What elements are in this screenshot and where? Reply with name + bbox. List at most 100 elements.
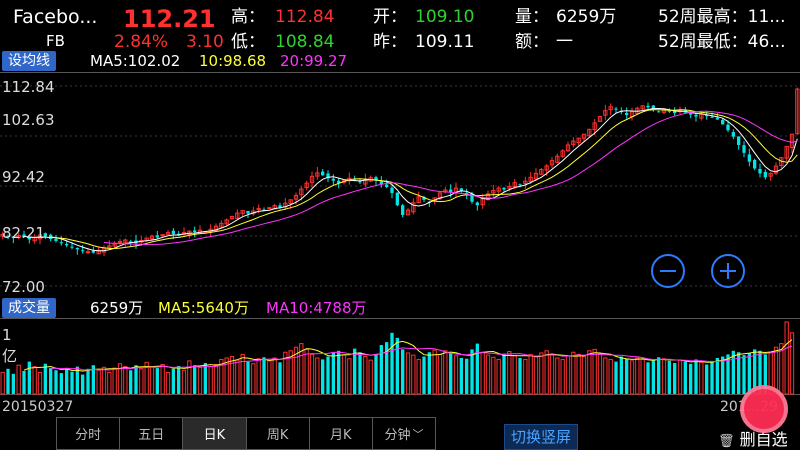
volume-bar (59, 373, 63, 394)
volume-bar (267, 360, 272, 395)
candle-body (395, 192, 399, 206)
change-amount: 3.10 (186, 32, 224, 52)
volume-bar (37, 371, 43, 395)
volume-bar (134, 365, 138, 394)
volume-bar (646, 362, 650, 394)
volume-bar (539, 352, 544, 395)
volume-bar (443, 350, 448, 395)
volume-bar (86, 368, 90, 394)
volume-bar (256, 358, 261, 395)
set-ma-button[interactable]: 设均线 (2, 51, 56, 71)
volume-bar (144, 361, 149, 395)
volume-bar (710, 360, 714, 394)
price-tick-2: 102.63 (2, 111, 55, 129)
price-tick-3: 92.42 (2, 168, 45, 186)
volume-bar (262, 357, 266, 394)
volume-bar (635, 357, 640, 395)
volume-bar (581, 356, 587, 395)
price-candles (0, 87, 800, 257)
candle-body (54, 238, 58, 241)
candle-body (304, 182, 309, 189)
volume-bar (470, 349, 474, 394)
tab-weekly-k[interactable]: 周K (247, 418, 310, 449)
volume-bar (96, 369, 101, 395)
candlestick-chart[interactable] (0, 72, 800, 294)
ma10-line (50, 109, 798, 250)
volume-bar (107, 371, 112, 395)
candle-body (171, 230, 175, 235)
volume-bar (731, 350, 735, 394)
volume-bar (449, 352, 453, 394)
tab-intraday[interactable]: 分时 (57, 418, 121, 449)
week52-low: 52周最低：46... (658, 32, 786, 52)
candle-body (737, 136, 741, 145)
volume-bar (427, 352, 431, 394)
zoom-in-icon[interactable] (711, 254, 745, 288)
candle-body (213, 225, 219, 232)
tab-five-day[interactable]: 五日 (120, 418, 184, 449)
period-tabs: 分时 五日 日K 周K 月K 分钟 ﹀ (56, 417, 436, 450)
volume-indicator-button[interactable]: 成交量 (2, 298, 56, 318)
volume-bar (721, 356, 725, 394)
candle-body (149, 235, 155, 240)
volume-ma-lines (23, 339, 793, 372)
candle-body (267, 207, 272, 210)
candle-body (475, 202, 479, 206)
volume-bar (565, 355, 571, 395)
volume-ma10-line (50, 345, 793, 371)
candle-body (661, 108, 667, 113)
candle-body (129, 241, 133, 243)
floating-action-button[interactable] (740, 385, 788, 433)
price-tick-5: 72.00 (2, 278, 45, 296)
volume-bar (6, 368, 10, 394)
tab-monthly-k[interactable]: 月K (310, 418, 373, 449)
candle-body (470, 193, 474, 202)
candle-body (640, 105, 645, 110)
low-value: 108.84 (275, 32, 335, 52)
volume-ma5-line (23, 339, 793, 372)
prev-close-value: 109.11 (415, 32, 475, 52)
candle-body (449, 189, 453, 192)
delete-favorite-button[interactable]: 🗑 删自选 (718, 426, 788, 450)
volume-bar (246, 361, 250, 394)
candle-body (155, 235, 159, 238)
volume-bar (640, 358, 645, 395)
volume-bar (112, 367, 117, 395)
volume-bar (304, 348, 309, 395)
volume-bar (661, 358, 667, 395)
switch-portrait-button[interactable]: 切换竖屏 (504, 424, 579, 450)
candle-body (341, 180, 347, 183)
volume-bar (437, 353, 443, 395)
tab-daily-k[interactable]: 日K (183, 418, 247, 449)
candle-body (43, 233, 47, 237)
volume-bar (149, 366, 155, 395)
tab-minute[interactable]: 分钟 ﹀ (373, 418, 435, 449)
tab-minute-label: 分钟 (384, 428, 411, 443)
volume-bar (401, 349, 405, 394)
volume-bar (459, 358, 463, 394)
candle-body (614, 108, 618, 110)
volume-bar (747, 352, 751, 394)
volume-bar (592, 348, 597, 395)
volume-bar (629, 360, 635, 395)
volume-bar (293, 346, 299, 395)
candle-body (539, 168, 544, 175)
candle-body (565, 144, 571, 152)
volume-bar (657, 357, 661, 394)
candle-body (544, 165, 549, 171)
volume-bar (549, 354, 555, 395)
volume-axis-unit: 亿 (2, 347, 18, 365)
candle-body (710, 116, 714, 118)
candle-body (603, 110, 608, 116)
candle-body (549, 160, 555, 166)
candle-body (502, 187, 506, 190)
price-tick-1: 112.84 (2, 78, 55, 96)
candle-body (405, 209, 411, 216)
volume-bar (32, 366, 37, 395)
volume-bar (203, 363, 207, 394)
candle-body (533, 172, 539, 180)
volume-bar (283, 351, 288, 395)
zoom-out-icon[interactable] (651, 254, 685, 288)
candle-body (597, 116, 603, 122)
chevron-down-icon: ﹀ (412, 427, 424, 441)
